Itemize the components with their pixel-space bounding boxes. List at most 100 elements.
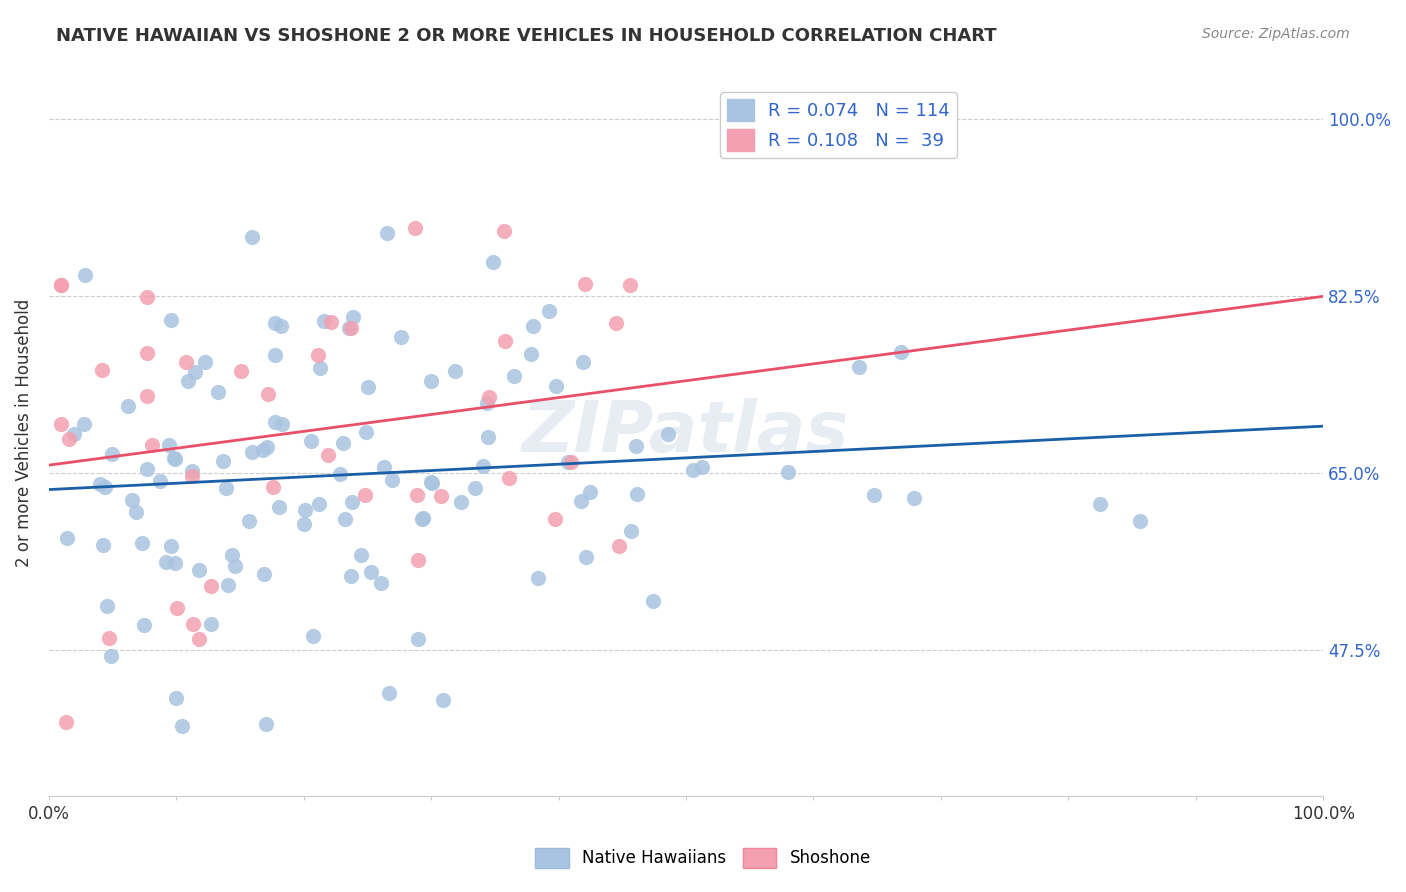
Point [160, 313, 183, 327]
Point [264, 316, 287, 330]
Point [848, 360, 870, 375]
Point [776, 465, 799, 479]
Point [605, 316, 627, 330]
Point [294, 517, 316, 532]
Point [211, 454, 233, 468]
Point [544, 379, 567, 393]
Point [312, 314, 335, 328]
Point [176, 375, 198, 389]
Point [238, 514, 260, 528]
Point [294, 502, 316, 516]
Point [478, 390, 501, 404]
Point [256, 387, 278, 401]
Point [155, 555, 177, 569]
Point [96, 599, 118, 613]
Point [264, 347, 287, 361]
Point [224, 558, 246, 573]
Point [494, 334, 516, 348]
Point [149, 474, 172, 488]
Point [575, 549, 598, 564]
Point [165, 452, 187, 467]
Point [520, 347, 543, 361]
Point [404, 221, 426, 235]
Point [157, 438, 180, 452]
Point [136, 290, 159, 304]
Point [502, 369, 524, 384]
Point [165, 691, 187, 706]
Point [690, 459, 713, 474]
Point [221, 549, 243, 563]
Point [309, 361, 332, 376]
Point [124, 505, 146, 519]
Point [375, 226, 398, 240]
Point [254, 717, 277, 731]
Point [100, 649, 122, 664]
Point [299, 434, 322, 449]
Point [432, 693, 454, 707]
Point [475, 396, 498, 410]
Point [624, 440, 647, 454]
Point [574, 277, 596, 292]
Point [253, 567, 276, 582]
Point [55, 715, 77, 730]
Point [560, 455, 582, 469]
Point [356, 425, 378, 440]
Point [141, 438, 163, 452]
Point [58, 432, 80, 446]
Point [321, 315, 343, 329]
Point [450, 495, 472, 509]
Point [890, 345, 912, 359]
Point [537, 304, 560, 318]
Point [256, 440, 278, 454]
Point [174, 355, 197, 369]
Point [482, 255, 505, 269]
Point [420, 374, 443, 388]
Point [63, 426, 86, 441]
Point [73, 417, 96, 432]
Point [121, 493, 143, 508]
Point [136, 462, 159, 476]
Point [492, 224, 515, 238]
Point [301, 629, 323, 643]
Point [557, 455, 579, 469]
Point [132, 618, 155, 632]
Point [217, 577, 239, 591]
Point [188, 562, 211, 576]
Point [572, 355, 595, 369]
Point [340, 569, 363, 583]
Point [229, 364, 252, 378]
Point [135, 389, 157, 403]
Point [163, 450, 186, 465]
Point [170, 719, 193, 733]
Point [91, 538, 114, 552]
Point [571, 494, 593, 508]
Point [420, 475, 443, 489]
Point [377, 686, 399, 700]
Point [252, 443, 274, 458]
Point [350, 548, 373, 562]
Point [357, 380, 380, 394]
Point [1129, 514, 1152, 528]
Point [430, 489, 453, 503]
Point [342, 494, 364, 508]
Point [184, 365, 207, 379]
Point [406, 553, 429, 567]
Point [903, 491, 925, 506]
Point [373, 459, 395, 474]
Point [207, 385, 229, 400]
Legend: Native Hawaiians, Shoshone: Native Hawaiians, Shoshone [529, 841, 877, 875]
Point [626, 487, 648, 501]
Text: ZIPatlas: ZIPatlas [523, 398, 849, 467]
Point [619, 277, 641, 292]
Text: NATIVE HAWAIIAN VS SHOSHONE 2 OR MORE VEHICLES IN HOUSEHOLD CORRELATION CHART: NATIVE HAWAIIAN VS SHOSHONE 2 OR MORE VE… [56, 27, 997, 45]
Point [264, 415, 287, 429]
Point [307, 348, 329, 362]
Point [381, 473, 404, 487]
Point [579, 485, 602, 500]
Point [370, 576, 392, 591]
Legend: R = 0.074   N = 114, R = 0.108   N =  39: R = 0.074 N = 114, R = 0.108 N = 39 [720, 92, 957, 158]
Point [131, 536, 153, 550]
Point [49, 277, 72, 292]
Point [181, 616, 204, 631]
Point [73, 268, 96, 283]
